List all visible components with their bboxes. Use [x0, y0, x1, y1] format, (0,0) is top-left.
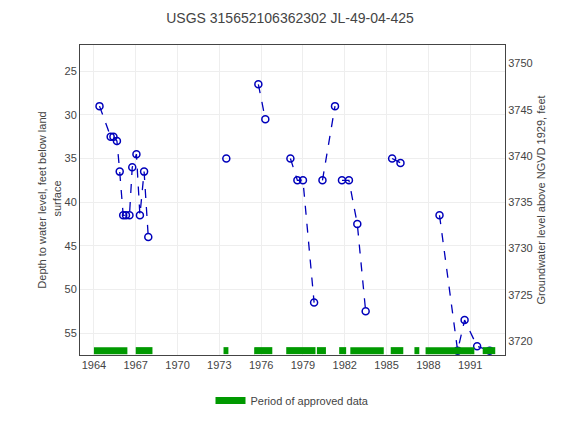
svg-text:25: 25 [65, 65, 77, 77]
svg-text:1982: 1982 [333, 359, 357, 371]
svg-text:1970: 1970 [165, 359, 189, 371]
svg-text:3735: 3735 [508, 196, 532, 208]
svg-text:1985: 1985 [374, 359, 398, 371]
svg-text:3745: 3745 [508, 104, 532, 116]
svg-text:1988: 1988 [416, 359, 440, 371]
svg-text:1991: 1991 [458, 359, 482, 371]
svg-text:Period of approved data: Period of approved data [251, 395, 369, 407]
svg-text:35: 35 [65, 152, 77, 164]
svg-text:1964: 1964 [82, 359, 106, 371]
svg-text:50: 50 [65, 283, 77, 295]
svg-text:30: 30 [65, 109, 77, 121]
svg-text:3750: 3750 [508, 57, 532, 69]
svg-text:40: 40 [65, 196, 77, 208]
svg-text:1967: 1967 [123, 359, 147, 371]
svg-text:3725: 3725 [508, 289, 532, 301]
svg-text:1976: 1976 [249, 359, 273, 371]
svg-text:1979: 1979 [291, 359, 315, 371]
svg-text:45: 45 [65, 240, 77, 252]
svg-text:Groundwater level above NGVD 1: Groundwater level above NGVD 1929, feet [535, 95, 547, 304]
svg-text:55: 55 [65, 327, 77, 339]
svg-text:USGS 315652106362302 JL-49-04-: USGS 315652106362302 JL-49-04-425 [166, 10, 414, 26]
svg-text:1973: 1973 [207, 359, 231, 371]
svg-text:3720: 3720 [508, 335, 532, 347]
svg-text:3730: 3730 [508, 242, 532, 254]
svg-text:3740: 3740 [508, 150, 532, 162]
svg-text:Depth to water level, feet bel: Depth to water level, feet below land su… [36, 111, 62, 288]
